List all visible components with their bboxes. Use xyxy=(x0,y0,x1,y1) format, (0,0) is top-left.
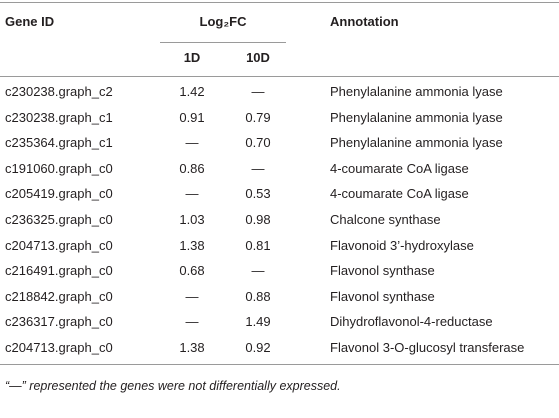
cell-log2fc-10d: 0.88 xyxy=(245,288,271,304)
footnote: “—” represented the genes were not diffe… xyxy=(5,379,341,393)
header-annotation: Annotation xyxy=(330,14,399,29)
cell-gene-id: c204713.graph_c0 xyxy=(5,237,113,253)
group-rule xyxy=(160,42,286,43)
cell-gene-id: c216491.graph_c0 xyxy=(5,263,113,279)
cell-log2fc-1d: 0.68 xyxy=(179,263,205,279)
cell-log2fc-10d: — xyxy=(251,263,265,279)
top-rule xyxy=(0,2,559,3)
header-10d: 10D xyxy=(246,50,270,65)
cell-annotation: Dihydroflavonol-4-reductase xyxy=(330,314,493,330)
cell-annotation: Phenylalanine ammonia lyase xyxy=(330,109,503,125)
cell-log2fc-1d: 1.03 xyxy=(179,212,205,227)
cell-annotation: Flavonol 3-O-glucosyl transferase xyxy=(330,340,525,355)
cell-log2fc-1d: — xyxy=(185,314,199,330)
cell-log2fc-1d: 0.86 xyxy=(179,160,205,176)
cell-log2fc-1d: 1.38 xyxy=(179,237,205,253)
bottom-rule xyxy=(0,364,559,365)
cell-gene-id: c236317.graph_c0 xyxy=(5,314,113,330)
cell-annotation: Flavonol synthase xyxy=(330,288,435,304)
header-log2fc: Log₂FC xyxy=(199,14,247,29)
cell-annotation: 4-coumarate CoA ligase xyxy=(330,160,469,176)
cell-log2fc-10d: 0.98 xyxy=(245,212,271,227)
cell-log2fc-1d: — xyxy=(185,135,199,151)
cell-annotation: Flavonol synthase xyxy=(330,263,435,279)
cell-annotation: Flavonoid 3’-hydroxylase xyxy=(330,237,474,253)
cell-gene-id: c218842.graph_c0 xyxy=(5,288,113,304)
cell-gene-id: c191060.graph_c0 xyxy=(5,160,113,176)
cell-gene-id: c236325.graph_c0 xyxy=(5,212,113,227)
cell-annotation: Chalcone synthase xyxy=(330,212,441,227)
cell-log2fc-10d: 0.81 xyxy=(245,237,271,253)
cell-log2fc-1d: — xyxy=(185,186,199,202)
cell-annotation: Phenylalanine ammonia lyase xyxy=(330,84,503,99)
cell-log2fc-10d: — xyxy=(251,160,265,176)
cell-annotation: Phenylalanine ammonia lyase xyxy=(330,135,503,151)
cell-gene-id: c235364.graph_c1 xyxy=(5,135,113,151)
header-rule xyxy=(0,76,559,77)
cell-log2fc-1d: 0.91 xyxy=(179,109,205,125)
cell-log2fc-1d: 1.42 xyxy=(179,84,205,99)
cell-annotation: 4-coumarate CoA ligase xyxy=(330,186,469,202)
cell-gene-id: c230238.graph_c2 xyxy=(5,84,113,99)
cell-log2fc-10d: 0.70 xyxy=(245,135,271,151)
cell-log2fc-10d: 0.92 xyxy=(245,340,271,355)
header-1d: 1D xyxy=(183,50,201,65)
cell-gene-id: c205419.graph_c0 xyxy=(5,186,113,202)
cell-log2fc-1d: — xyxy=(185,288,199,304)
cell-log2fc-1d: 1.38 xyxy=(179,340,205,355)
cell-log2fc-10d: 1.49 xyxy=(245,314,271,330)
cell-gene-id: c230238.graph_c1 xyxy=(5,109,113,125)
cell-log2fc-10d: 0.53 xyxy=(245,186,271,202)
cell-gene-id: c204713.graph_c0 xyxy=(5,340,113,355)
cell-log2fc-10d: 0.79 xyxy=(245,109,271,125)
header-gene-id: Gene ID xyxy=(5,14,55,29)
cell-log2fc-10d: — xyxy=(251,84,265,99)
